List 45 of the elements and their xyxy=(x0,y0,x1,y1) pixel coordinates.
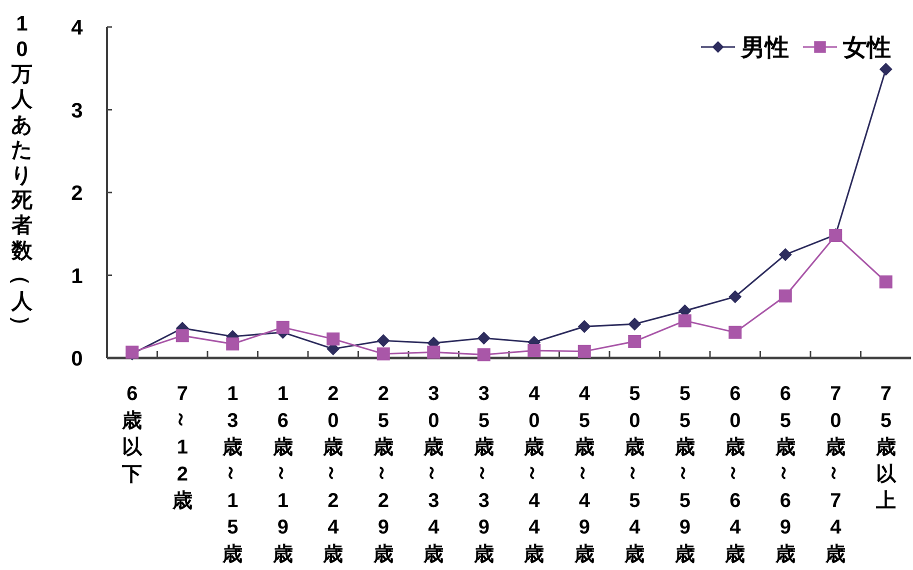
x-tick-label: 75歳以上 xyxy=(876,383,896,512)
x-tick-label: 6歳以下 xyxy=(122,383,142,486)
point xyxy=(628,318,642,331)
point xyxy=(678,314,692,328)
point xyxy=(879,275,892,288)
point xyxy=(326,332,340,346)
y-tick-label: 3 xyxy=(71,99,83,122)
x-tick-label: 25歳～29歳 xyxy=(370,383,394,566)
point xyxy=(578,344,591,358)
point xyxy=(376,347,390,360)
point xyxy=(628,334,642,348)
x-tick-label: 60歳～64歳 xyxy=(722,383,746,566)
x-tick-label: 35歳～39歳 xyxy=(471,383,494,566)
point xyxy=(276,320,290,334)
point xyxy=(778,248,792,262)
point xyxy=(778,289,792,302)
point xyxy=(376,334,390,348)
legend-label: 女性 xyxy=(842,34,891,62)
x-tick-label: 20歳～24歳 xyxy=(320,383,344,566)
point xyxy=(477,348,490,362)
x-tick-label: 50歳～54歳 xyxy=(622,383,645,566)
x-tick-label: 40歳～44歳 xyxy=(522,383,544,566)
y-tick-label: 4 xyxy=(71,16,84,40)
x-tick-label: 45歳～49歳 xyxy=(572,383,594,566)
point xyxy=(728,290,742,304)
point xyxy=(427,346,440,359)
x-tick-label: 7～12歳 xyxy=(170,383,192,512)
y-tick-label: 2 xyxy=(71,182,83,205)
point xyxy=(879,62,892,76)
x-tick-label: 70歳～74歳 xyxy=(823,383,846,566)
y-axis-title: 10万人あたり死者数（人） xyxy=(9,12,33,336)
x-tick-label: 55歳～59歳 xyxy=(672,383,695,566)
y-tick-label: 1 xyxy=(71,264,84,288)
point xyxy=(176,329,189,342)
x-tick-label: 13歳～15歳 xyxy=(220,383,243,566)
y-tick-label: 0 xyxy=(71,348,83,370)
legend-label: 男性 xyxy=(740,34,789,62)
x-tick-label: 65歳～69歳 xyxy=(772,383,796,566)
point xyxy=(728,326,742,339)
point xyxy=(578,320,591,334)
point xyxy=(528,344,541,358)
x-tick-label: 16歳～19歳 xyxy=(270,383,293,566)
x-tick-label: 30歳～34歳 xyxy=(421,383,444,566)
point xyxy=(477,332,490,345)
point xyxy=(226,337,240,350)
